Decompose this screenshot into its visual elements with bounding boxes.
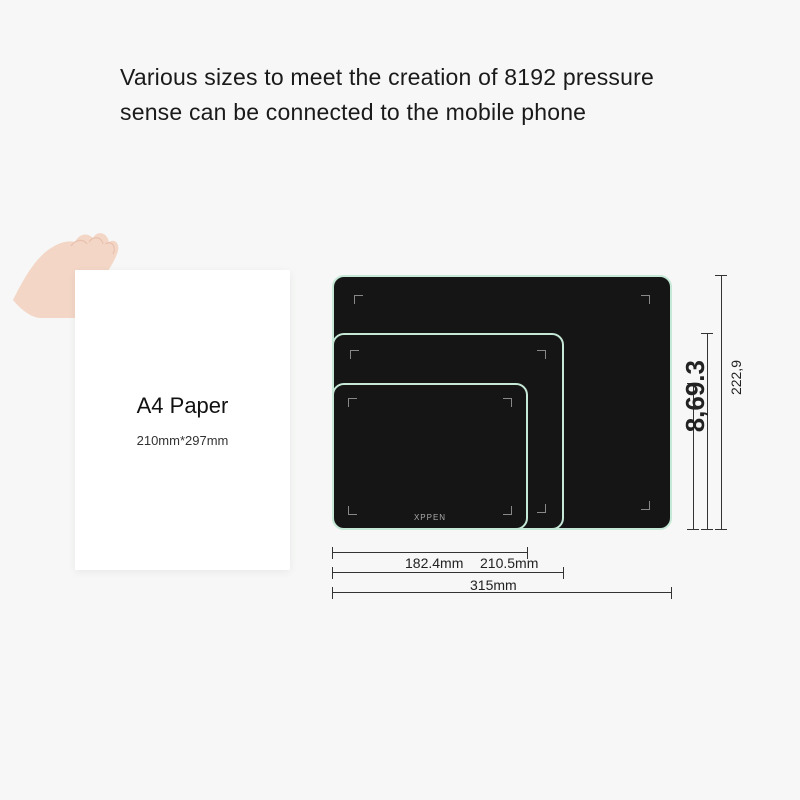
width-bracket-medium [332, 572, 564, 578]
a4-paper-comparison: A4 Paper 210mm*297mm [75, 270, 290, 570]
tablet-size-stack: XPPEN [332, 275, 672, 530]
a4-paper: A4 Paper 210mm*297mm [75, 270, 290, 570]
headline: Various sizes to meet the creation of 81… [120, 60, 680, 129]
width-label-small: 182.4mm [405, 555, 463, 571]
height-label-inner: 8,69.3 [680, 360, 711, 432]
a4-dimensions: 210mm*297mm [137, 433, 229, 448]
width-label-medium: 210.5mm [480, 555, 538, 571]
a4-title: A4 Paper [137, 393, 229, 419]
tablet-brand: XPPEN [414, 513, 446, 522]
height-label-outer: 222,9 [728, 360, 744, 395]
height-bracket-outer [716, 275, 722, 530]
width-label-large: 315mm [470, 577, 517, 593]
tablet-small: XPPEN [332, 383, 528, 530]
